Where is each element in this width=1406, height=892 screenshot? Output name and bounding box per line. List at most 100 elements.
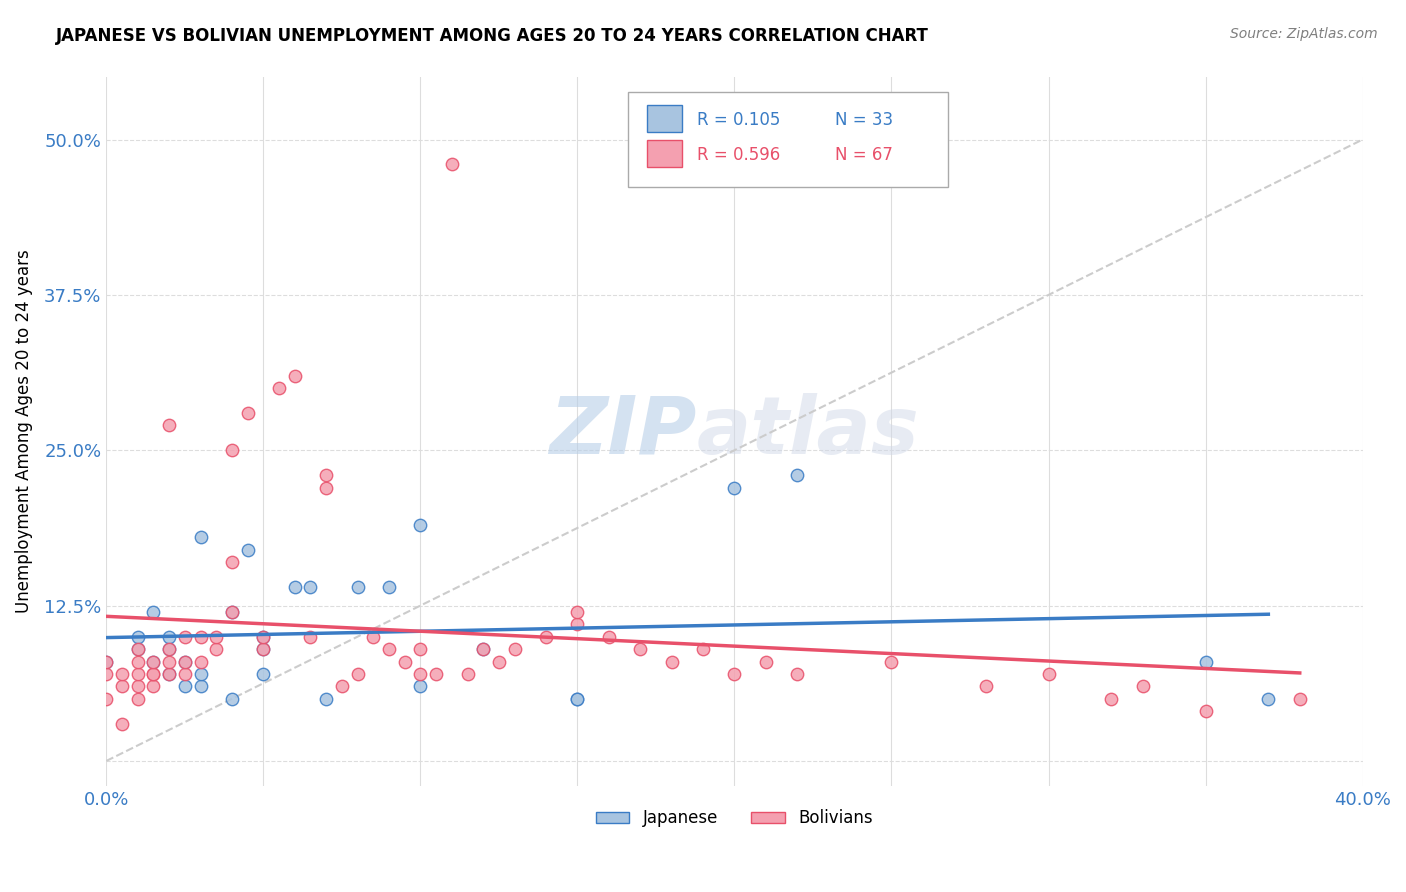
Point bbox=[173, 630, 195, 644]
Point bbox=[488, 655, 510, 669]
Point bbox=[299, 580, 322, 594]
Point bbox=[236, 542, 259, 557]
Point bbox=[425, 667, 447, 681]
Point bbox=[409, 642, 432, 657]
Point bbox=[252, 667, 274, 681]
Point bbox=[315, 481, 337, 495]
Point bbox=[567, 605, 589, 619]
Point bbox=[409, 667, 432, 681]
Point bbox=[252, 630, 274, 644]
Point bbox=[786, 468, 808, 483]
Point bbox=[1288, 691, 1310, 706]
Point bbox=[157, 667, 180, 681]
Point bbox=[252, 630, 274, 644]
Point bbox=[472, 642, 495, 657]
Point bbox=[127, 630, 149, 644]
Point bbox=[221, 605, 243, 619]
Point bbox=[346, 580, 368, 594]
Point bbox=[315, 468, 337, 483]
Point bbox=[173, 667, 195, 681]
Point bbox=[127, 691, 149, 706]
Point bbox=[205, 642, 228, 657]
Point bbox=[315, 691, 337, 706]
Text: N = 33: N = 33 bbox=[835, 111, 893, 129]
Point bbox=[457, 667, 479, 681]
Point bbox=[221, 691, 243, 706]
Point bbox=[1132, 679, 1154, 693]
FancyBboxPatch shape bbox=[647, 140, 682, 168]
Text: JAPANESE VS BOLIVIAN UNEMPLOYMENT AMONG AGES 20 TO 24 YEARS CORRELATION CHART: JAPANESE VS BOLIVIAN UNEMPLOYMENT AMONG … bbox=[56, 27, 929, 45]
Point bbox=[127, 667, 149, 681]
Point bbox=[157, 667, 180, 681]
Point bbox=[96, 667, 118, 681]
Point bbox=[880, 655, 903, 669]
Point bbox=[409, 679, 432, 693]
Point bbox=[267, 381, 290, 395]
Point bbox=[205, 630, 228, 644]
Point bbox=[236, 406, 259, 420]
Point bbox=[173, 655, 195, 669]
Point bbox=[284, 368, 307, 383]
Point bbox=[628, 642, 651, 657]
Point bbox=[157, 642, 180, 657]
Point bbox=[142, 655, 165, 669]
Point bbox=[1257, 691, 1279, 706]
Point bbox=[786, 667, 808, 681]
Point bbox=[111, 679, 134, 693]
Point bbox=[440, 157, 463, 171]
Point bbox=[503, 642, 526, 657]
Point bbox=[190, 679, 212, 693]
Point bbox=[111, 667, 134, 681]
Point bbox=[378, 580, 401, 594]
Point bbox=[96, 655, 118, 669]
Point bbox=[1194, 704, 1216, 718]
Point bbox=[330, 679, 353, 693]
Text: N = 67: N = 67 bbox=[835, 146, 893, 164]
Point bbox=[723, 667, 745, 681]
Point bbox=[127, 679, 149, 693]
Point bbox=[127, 642, 149, 657]
Point bbox=[567, 691, 589, 706]
Point bbox=[598, 630, 620, 644]
Point bbox=[221, 443, 243, 458]
Point bbox=[190, 667, 212, 681]
Point bbox=[1099, 691, 1122, 706]
Point bbox=[142, 655, 165, 669]
Point bbox=[252, 642, 274, 657]
Point bbox=[1194, 655, 1216, 669]
Text: R = 0.105: R = 0.105 bbox=[697, 111, 780, 129]
Point bbox=[974, 679, 997, 693]
Point bbox=[190, 630, 212, 644]
Point bbox=[472, 642, 495, 657]
Point bbox=[142, 667, 165, 681]
FancyBboxPatch shape bbox=[627, 92, 948, 187]
Point bbox=[1038, 667, 1060, 681]
FancyBboxPatch shape bbox=[647, 105, 682, 132]
Text: atlas: atlas bbox=[697, 392, 920, 471]
Point bbox=[96, 691, 118, 706]
Point bbox=[173, 679, 195, 693]
Point bbox=[723, 481, 745, 495]
Point bbox=[190, 530, 212, 544]
Point bbox=[221, 605, 243, 619]
Point bbox=[361, 630, 384, 644]
Text: ZIP: ZIP bbox=[550, 392, 697, 471]
Point bbox=[173, 655, 195, 669]
Point bbox=[346, 667, 368, 681]
Point bbox=[221, 555, 243, 569]
Point bbox=[111, 716, 134, 731]
Point bbox=[378, 642, 401, 657]
Point bbox=[299, 630, 322, 644]
Point bbox=[661, 655, 683, 669]
Point bbox=[692, 642, 714, 657]
Point bbox=[142, 667, 165, 681]
Point bbox=[96, 655, 118, 669]
Point bbox=[157, 418, 180, 433]
Point bbox=[142, 679, 165, 693]
Point bbox=[157, 642, 180, 657]
Point bbox=[252, 642, 274, 657]
Point bbox=[567, 617, 589, 632]
Point bbox=[394, 655, 416, 669]
Text: Source: ZipAtlas.com: Source: ZipAtlas.com bbox=[1230, 27, 1378, 41]
Point bbox=[284, 580, 307, 594]
